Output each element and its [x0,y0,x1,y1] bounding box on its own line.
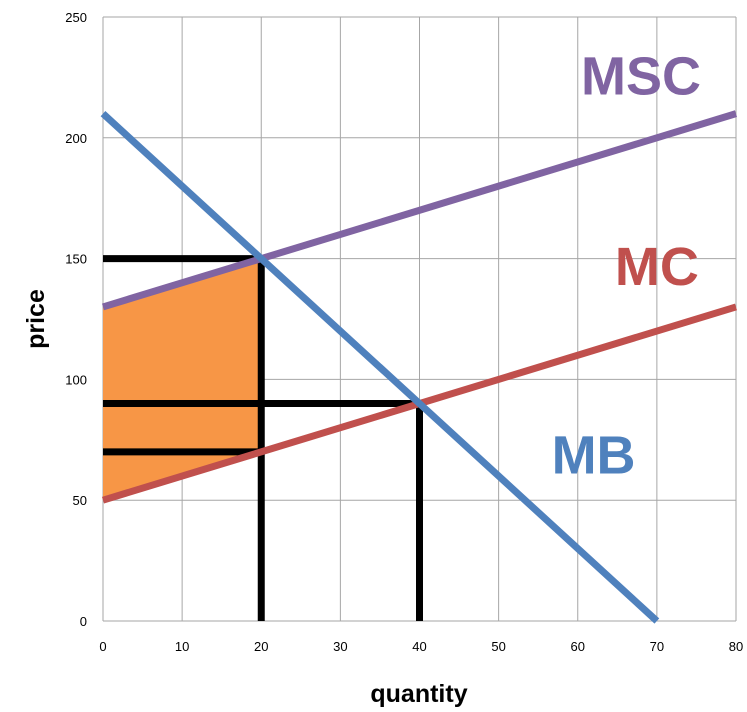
series-line-mb [100,111,660,624]
deadweight-loss-area [103,258,262,501]
x-tick-label: 20 [254,639,268,654]
series-labels-layer: MSC MC MB [552,46,701,485]
y-tick-label: 200 [65,131,87,146]
x-tick-label: 40 [412,639,426,654]
x-tick-label: 10 [175,639,189,654]
reference-lines-layer [103,255,423,621]
series-label-msc: MSC [581,46,701,106]
y-axis-title: price [22,289,50,349]
shaded-area-layer [103,258,262,501]
y-tick-label: 0 [80,614,87,629]
x-tick-label: 0 [99,639,106,654]
x-axis-title: quantity [370,680,467,707]
x-tick-label: 80 [729,639,743,654]
y-tick-label: 150 [65,252,87,267]
x-tick-label: 50 [491,639,505,654]
x-tick-label: 30 [333,639,347,654]
tick-labels-layer: 0 10 20 30 40 50 60 70 80 0 50 100 150 200 250 [65,10,743,654]
y-tick-label: 100 [65,372,87,387]
series-line-msc [101,110,738,311]
x-tick-label: 70 [650,639,664,654]
y-tick-label: 50 [73,493,87,508]
y-tick-label: 250 [65,10,87,25]
series-label-mb: MB [552,426,636,486]
series-layer [100,110,738,624]
series-label-mc: MC [615,237,699,297]
x-tick-label: 60 [571,639,585,654]
